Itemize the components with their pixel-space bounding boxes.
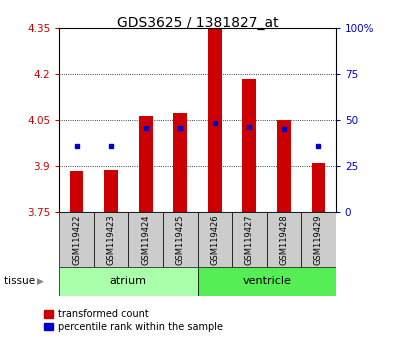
Bar	[139, 116, 152, 212]
Bar	[59, 267, 198, 296]
Legend: transformed count, percentile rank within the sample: transformed count, percentile rank withi…	[44, 309, 223, 332]
Bar	[163, 212, 198, 267]
Bar	[312, 163, 325, 212]
Bar	[198, 212, 232, 267]
Text: ventricle: ventricle	[242, 276, 291, 286]
Text: GSM119427: GSM119427	[245, 215, 254, 265]
Bar	[128, 212, 163, 267]
Bar	[232, 212, 267, 267]
Text: GDS3625 / 1381827_at: GDS3625 / 1381827_at	[117, 16, 278, 30]
Bar	[267, 212, 301, 267]
Bar	[208, 28, 222, 212]
Text: GSM119428: GSM119428	[279, 215, 288, 265]
Text: GSM119426: GSM119426	[210, 215, 219, 265]
Bar	[277, 120, 291, 212]
Bar	[70, 171, 83, 212]
Bar	[301, 212, 336, 267]
Bar	[173, 113, 187, 212]
Bar	[198, 267, 336, 296]
Text: GSM119422: GSM119422	[72, 215, 81, 265]
Text: tissue: tissue	[4, 276, 38, 286]
Text: GSM119423: GSM119423	[107, 215, 116, 265]
Bar	[94, 212, 128, 267]
Text: atrium: atrium	[110, 276, 147, 286]
Text: GSM119429: GSM119429	[314, 215, 323, 265]
Bar	[104, 170, 118, 212]
Bar	[243, 79, 256, 212]
Bar	[59, 212, 94, 267]
Text: ▶: ▶	[37, 276, 43, 286]
Text: GSM119424: GSM119424	[141, 215, 150, 265]
Text: GSM119425: GSM119425	[176, 215, 185, 265]
